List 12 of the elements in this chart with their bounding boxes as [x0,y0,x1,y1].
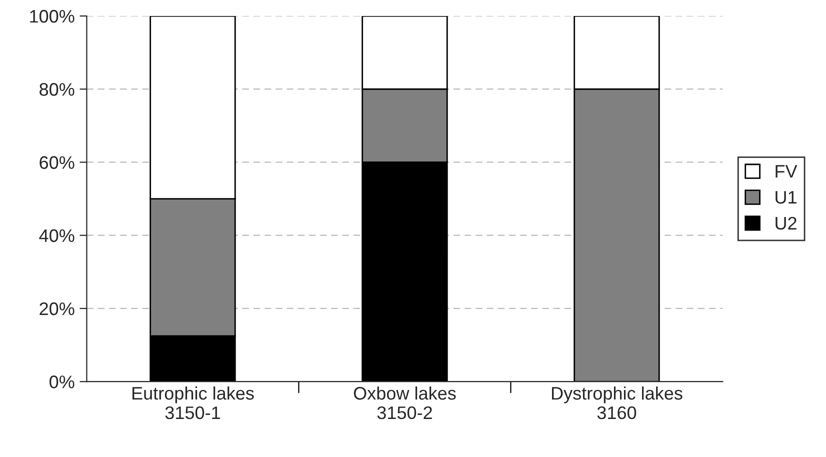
x-tick-label: Eutrophic lakes 3150-1 [132,386,254,420]
legend-label: U1 [776,191,796,204]
y-tick-label: 40% [39,229,74,242]
x-tick-label: Oxbow lakes 3150-2 [354,386,456,420]
x-tick-label: Dystrophic lakes 3160 [552,386,682,420]
y-tick-label: 0% [50,376,74,388]
y-tick-label: 100% [30,10,74,23]
y-tick-label: 80% [40,83,74,96]
legend-label: FV [776,165,798,178]
y-tick-label: 20% [40,302,74,316]
legend-label: U2 [776,216,796,230]
y-tick-label: 60% [40,156,74,169]
